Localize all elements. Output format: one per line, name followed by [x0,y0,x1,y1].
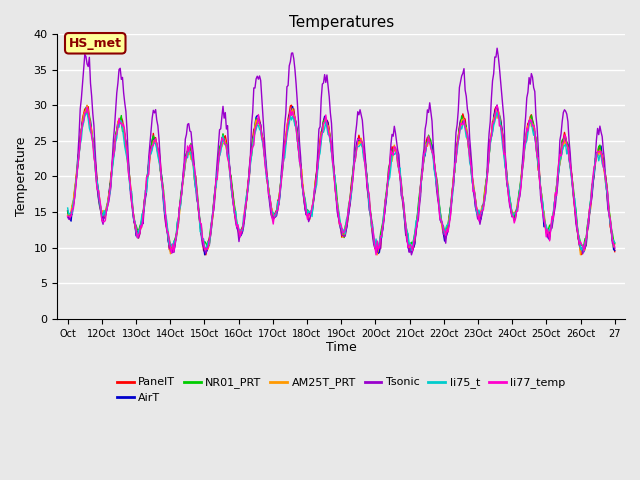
Tsonic [64,214,72,220]
NR01_PRT [64,209,72,215]
NR01_PRT [374,248,382,254]
Tsonic [493,45,501,51]
li75_t [562,142,570,147]
Line: PanelT: PanelT [68,105,615,255]
NR01_PRT [371,240,379,246]
Y-axis label: Temperature: Temperature [15,137,28,216]
AirT [467,162,475,168]
AirT [296,155,303,160]
AirT [201,252,209,258]
Title: Temperatures: Temperatures [289,15,394,30]
AirT [235,229,243,235]
AirT [371,241,379,247]
NR01_PRT [468,171,476,177]
PanelT [287,102,295,108]
Line: AirT: AirT [68,105,615,255]
li75_t [466,160,474,166]
li77_temp [234,222,242,228]
li75_t [64,205,72,211]
li77_temp [294,145,302,151]
AM25T_PRT [64,212,72,218]
li75_t [611,240,619,245]
AM25T_PRT [563,143,571,149]
li75_t [234,222,242,228]
Line: AM25T_PRT: AM25T_PRT [68,105,615,255]
Tsonic [408,252,415,258]
AM25T_PRT [468,173,476,179]
NR01_PRT [296,155,303,161]
NR01_PRT [82,106,90,112]
Line: li77_temp: li77_temp [68,105,615,255]
Line: Tsonic: Tsonic [68,48,615,255]
AM25T_PRT [611,242,619,248]
PanelT [235,229,243,235]
li75_t [294,140,302,146]
li77_temp [563,142,571,147]
AM25T_PRT [371,242,379,248]
Tsonic [396,172,404,178]
Line: NR01_PRT: NR01_PRT [68,109,615,251]
AM25T_PRT [296,153,303,159]
NR01_PRT [611,240,619,246]
PanelT [399,193,406,199]
Line: li75_t: li75_t [68,112,615,251]
PanelT [468,176,476,181]
Tsonic [234,228,242,234]
AirT [611,248,619,253]
NR01_PRT [563,139,571,145]
Tsonic [611,246,619,252]
li75_t [370,234,378,240]
AirT [64,208,72,214]
PanelT [297,166,305,172]
li75_t [493,109,501,115]
AM25T_PRT [373,252,381,258]
AM25T_PRT [235,229,243,235]
NR01_PRT [399,192,406,198]
Tsonic [370,241,378,247]
li75_t [580,248,588,254]
PanelT [563,141,571,146]
X-axis label: Time: Time [326,341,356,354]
li77_temp [493,102,501,108]
PanelT [372,247,380,253]
Text: HS_met: HS_met [68,37,122,50]
AM25T_PRT [399,196,406,202]
li77_temp [467,162,475,168]
Tsonic [294,116,302,122]
AirT [493,102,501,108]
Tsonic [467,150,475,156]
PanelT [64,208,72,214]
AirT [563,141,571,146]
PanelT [611,249,619,254]
NR01_PRT [235,231,243,237]
li77_temp [611,244,619,250]
PanelT [202,252,210,258]
li77_temp [372,252,380,258]
li77_temp [64,213,72,219]
li75_t [396,165,404,171]
Tsonic [563,111,571,117]
AirT [397,186,405,192]
AM25T_PRT [83,102,91,108]
Legend: PanelT, AirT, NR01_PRT, AM25T_PRT, Tsonic, li75_t, li77_temp: PanelT, AirT, NR01_PRT, AM25T_PRT, Tsoni… [113,373,570,408]
li77_temp [397,180,405,185]
li77_temp [370,233,378,239]
